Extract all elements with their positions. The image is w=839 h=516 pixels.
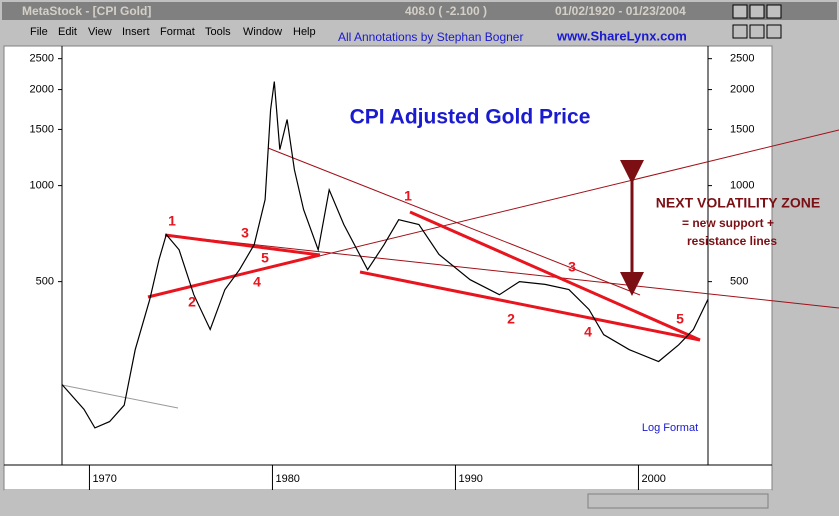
close-button[interactable] [766, 4, 782, 19]
annotation: 4 [253, 274, 261, 290]
y-tick-label-right: 1000 [730, 180, 754, 192]
scrollbar[interactable] [4, 490, 772, 510]
x-tick-label: 2000 [641, 473, 665, 485]
menu-item[interactable]: Edit [58, 26, 77, 38]
menu-item[interactable]: Tools [205, 26, 231, 38]
y-tick-label: 1000 [30, 180, 54, 192]
scale-note: Log Format [642, 422, 698, 434]
price-line [61, 81, 709, 429]
annotation: 4 [584, 324, 592, 340]
annotation: 2 [507, 311, 515, 327]
y-tick-label-right: 500 [730, 276, 748, 288]
menu-item[interactable]: View [88, 26, 112, 38]
y-tick-label: 2500 [30, 53, 54, 65]
date-range: 01/02/1920 - 01/23/2004 [555, 4, 686, 18]
x-tick-label: 1980 [275, 473, 299, 485]
y-tick-label-right: 2000 [730, 83, 754, 95]
menu-item[interactable]: Help [293, 26, 316, 38]
y-tick-label-right: 1500 [730, 123, 754, 135]
annotation: 3 [241, 225, 249, 241]
minimize-button[interactable] [732, 4, 748, 19]
annotation: 1 [404, 188, 412, 204]
annotation: 1 [168, 213, 176, 229]
x-tick-label: 1970 [92, 473, 116, 485]
window-title: MetaStock - [CPI Gold] [22, 4, 151, 18]
credit-author: All Annotations by Stephan Bogner [338, 30, 523, 44]
y-tick-label: 1500 [30, 123, 54, 135]
y-tick-label: 500 [36, 276, 54, 288]
maximize-button[interactable] [749, 4, 765, 19]
doc-minimize[interactable] [732, 24, 748, 39]
chart-area [3, 45, 773, 491]
doc-close[interactable] [766, 24, 782, 39]
scroll-controls[interactable] [587, 493, 769, 509]
annotation: 3 [568, 259, 576, 275]
x-tick-label: 1990 [458, 473, 482, 485]
plot: 500 500 1000 1000 1500 1500 2000 2000 2500 2500 19… [30, 53, 754, 490]
title-bar [2, 2, 837, 20]
menu-bar: File Edit View Insert Format Tools Window Help [30, 26, 316, 38]
doc-restore[interactable] [749, 24, 765, 39]
annotation: 5 [676, 311, 684, 327]
menu-item[interactable]: Window [243, 26, 282, 38]
y-tick-label-right: 2500 [730, 53, 754, 65]
y-tick-label: 2000 [30, 83, 54, 95]
zone-label: = new support + [682, 216, 774, 230]
menu-item[interactable]: File [30, 26, 48, 38]
zone-label: NEXT VOLATILITY ZONE [656, 195, 820, 211]
annotation: 5 [261, 250, 269, 266]
quote: 408.0 ( -2.100 ) [405, 4, 487, 18]
zone-label: resistance lines [687, 234, 777, 248]
chart-title: CPI Adjusted Gold Price [350, 106, 591, 129]
menu-item[interactable]: Format [160, 26, 195, 38]
annotation: 2 [188, 294, 196, 310]
menu-item[interactable]: Insert [122, 26, 150, 38]
credit-site: www.ShareLynx.com [556, 28, 687, 43]
trendlines [61, 129, 839, 409]
